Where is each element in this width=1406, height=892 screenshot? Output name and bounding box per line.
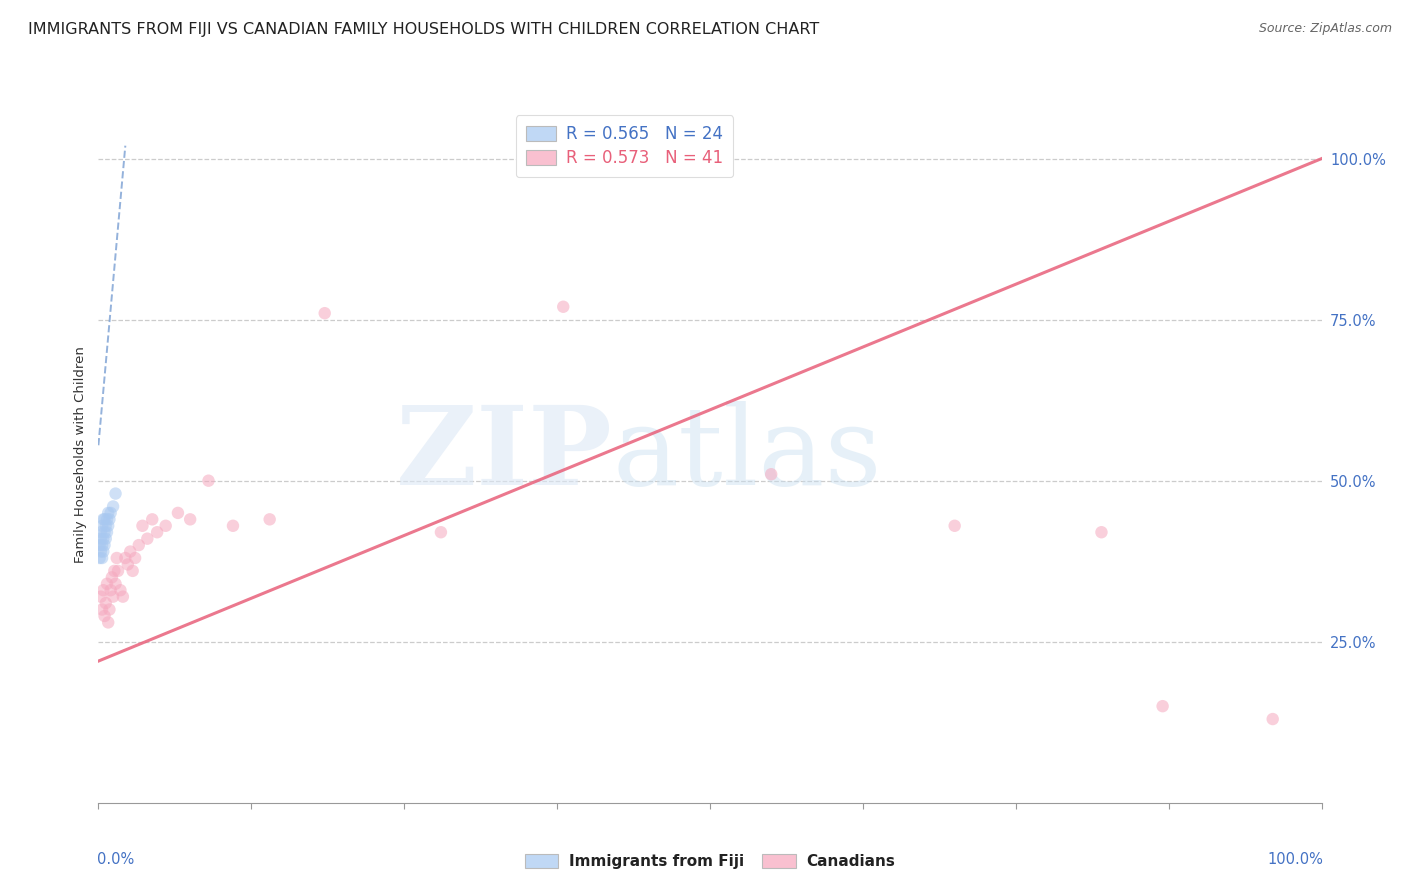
Point — [97, 506, 120, 520]
Point — [89, 538, 111, 552]
Y-axis label: Family Households with Children: Family Households with Children — [75, 346, 87, 564]
Text: Source: ZipAtlas.com: Source: ZipAtlas.com — [1258, 22, 1392, 36]
Point — [96, 512, 118, 526]
Point — [124, 551, 146, 566]
Point — [167, 506, 190, 520]
Text: IMMIGRANTS FROM FIJI VS CANADIAN FAMILY HOUSEHOLDS WITH CHILDREN CORRELATION CHA: IMMIGRANTS FROM FIJI VS CANADIAN FAMILY … — [28, 22, 820, 37]
Point — [114, 551, 136, 566]
Text: 100.0%: 100.0% — [1267, 852, 1323, 866]
Point — [91, 544, 114, 558]
Point — [120, 544, 142, 558]
Point — [103, 564, 125, 578]
Point — [155, 518, 177, 533]
Point — [90, 532, 112, 546]
Point — [93, 512, 115, 526]
Point — [98, 602, 121, 616]
Point — [91, 538, 114, 552]
Point — [943, 518, 966, 533]
Text: atlas: atlas — [612, 401, 882, 508]
Point — [179, 512, 201, 526]
Point — [553, 300, 575, 314]
Point — [100, 506, 122, 520]
Point — [91, 602, 114, 616]
Point — [141, 512, 163, 526]
Point — [90, 590, 112, 604]
Point — [105, 551, 128, 566]
Point — [1261, 712, 1284, 726]
Point — [94, 596, 117, 610]
Point — [136, 532, 159, 546]
Point — [101, 500, 124, 514]
Point — [91, 512, 114, 526]
Point — [91, 551, 114, 566]
Point — [89, 551, 111, 566]
Point — [146, 525, 169, 540]
Text: ZIP: ZIP — [395, 401, 612, 508]
Point — [101, 590, 124, 604]
Point — [94, 518, 117, 533]
Point — [121, 564, 143, 578]
Point — [222, 518, 245, 533]
Point — [430, 525, 453, 540]
Point — [93, 525, 115, 540]
Point — [107, 564, 129, 578]
Point — [314, 306, 336, 320]
Point — [761, 467, 783, 482]
Point — [96, 525, 118, 540]
Point — [91, 518, 114, 533]
Point — [259, 512, 281, 526]
Point — [1090, 525, 1112, 540]
Point — [90, 525, 112, 540]
Point — [117, 558, 139, 572]
Point — [90, 544, 112, 558]
Point — [101, 570, 124, 584]
Point — [104, 486, 127, 500]
Point — [97, 615, 120, 630]
Point — [93, 609, 115, 624]
Point — [94, 532, 117, 546]
Point — [197, 474, 219, 488]
Point — [104, 576, 127, 591]
Point — [1152, 699, 1174, 714]
Point — [96, 576, 118, 591]
Point — [98, 512, 121, 526]
Text: 0.0%: 0.0% — [97, 852, 135, 866]
Point — [111, 590, 134, 604]
Point — [131, 518, 153, 533]
Point — [91, 583, 114, 598]
Point — [100, 583, 122, 598]
Point — [97, 518, 120, 533]
Point — [110, 583, 132, 598]
Point — [93, 538, 115, 552]
Point — [91, 532, 114, 546]
Legend: Immigrants from Fiji, Canadians: Immigrants from Fiji, Canadians — [519, 848, 901, 875]
Point — [128, 538, 150, 552]
